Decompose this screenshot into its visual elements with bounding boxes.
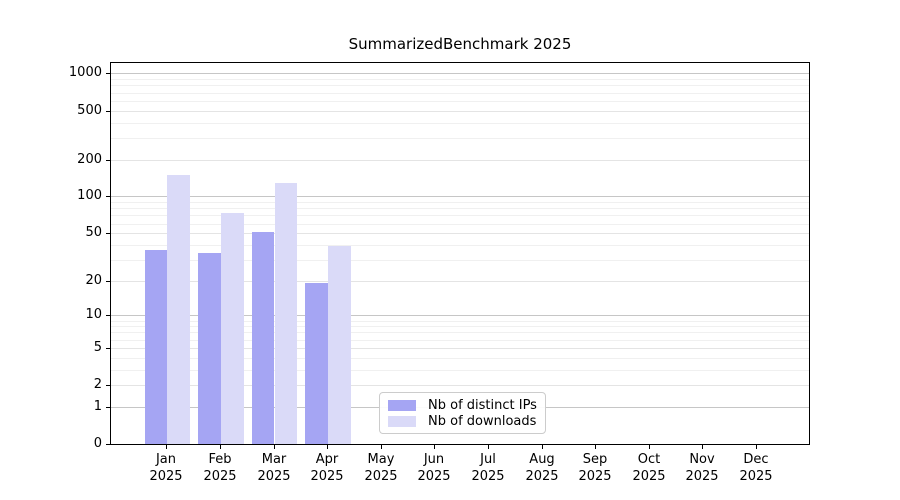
gridline [111,385,809,386]
y-tick-label: 2 [93,377,102,392]
y-tick [106,348,110,349]
x-tick-label: May 2025 [364,452,398,484]
x-tick-label: Sep 2025 [578,452,612,484]
gridline [111,358,809,359]
y-tick-label: 5 [93,340,102,355]
legend-label: Nb of distinct IPs [428,397,537,413]
bar-apr-downloads [328,246,351,444]
legend-swatch-downloads-icon [388,415,416,427]
gridline [111,93,809,94]
gridline [111,85,809,86]
x-tick-label: Nov 2025 [685,452,719,484]
bar-feb-ips [198,253,221,444]
gridline [111,208,809,209]
legend-item-downloads: Nb of downloads [388,414,537,429]
gridline [111,101,809,102]
x-tick [542,445,543,449]
x-tick [488,445,489,449]
y-tick-label: 200 [77,152,102,167]
x-tick [756,445,757,449]
y-tick [106,196,110,197]
chart-title: SummarizedBenchmark 2025 [348,35,572,53]
y-tick [106,160,110,161]
legend-label: Nb of downloads [428,413,537,429]
gridline [111,332,809,333]
bar-apr-ips [305,283,329,444]
x-tick [220,445,221,449]
gridline [111,196,809,197]
bar-mar-downloads [274,182,298,444]
gridline [111,160,809,161]
bar-jan-ips [144,250,168,444]
gridline [111,315,809,316]
gridline [111,260,809,261]
y-tick-label: 1000 [68,65,102,80]
gridline [111,348,809,349]
gridline [111,370,809,371]
y-tick [106,407,110,408]
y-tick-label: 20 [85,273,102,288]
x-tick [166,445,167,449]
gridline [111,215,809,216]
plot-area [110,62,810,445]
bar-mar-ips [251,232,275,444]
y-tick-label: 500 [77,103,102,118]
gridline [111,326,809,327]
x-tick-label: Dec 2025 [739,452,773,484]
gridline [111,138,809,139]
x-tick-label: Jul 2025 [471,452,505,484]
gridline [111,281,809,282]
x-tick-label: Aug 2025 [525,452,559,484]
y-tick-label: 50 [85,225,102,240]
y-tick [106,233,110,234]
legend-swatch-ips-icon [388,399,416,411]
y-tick [106,111,110,112]
bar-jan-downloads [167,174,191,444]
gridline [111,79,809,80]
x-tick-label: Apr 2025 [310,452,344,484]
y-tick [106,385,110,386]
gridline [111,202,809,203]
legend-item-distinct-ips: Nb of distinct IPs [388,398,537,413]
legend: Nb of distinct IPs Nb of downloads [379,392,546,434]
gridline [111,233,809,234]
x-tick-label: Mar 2025 [257,452,291,484]
x-tick [327,445,328,449]
y-tick-label: 0 [93,436,102,451]
x-tick [702,445,703,449]
x-tick-label: Jun 2025 [417,452,451,484]
y-tick [106,444,110,445]
gridline [111,123,809,124]
gridline [111,111,809,112]
gridline [111,224,809,225]
gridline [111,245,809,246]
x-tick [595,445,596,449]
x-tick-label: Feb 2025 [203,452,237,484]
bar-feb-downloads [220,213,244,444]
x-tick [274,445,275,449]
y-tick [106,315,110,316]
y-tick-label: 1 [93,399,102,414]
gridline [111,321,809,322]
y-tick [106,73,110,74]
y-tick [106,281,110,282]
x-tick [434,445,435,449]
x-tick [381,445,382,449]
y-tick-label: 10 [85,307,102,322]
x-tick-label: Jan 2025 [149,452,183,484]
x-tick [649,445,650,449]
gridline [111,340,809,341]
y-tick-label: 100 [77,188,102,203]
gridline [111,73,809,74]
x-tick-label: Oct 2025 [632,452,666,484]
